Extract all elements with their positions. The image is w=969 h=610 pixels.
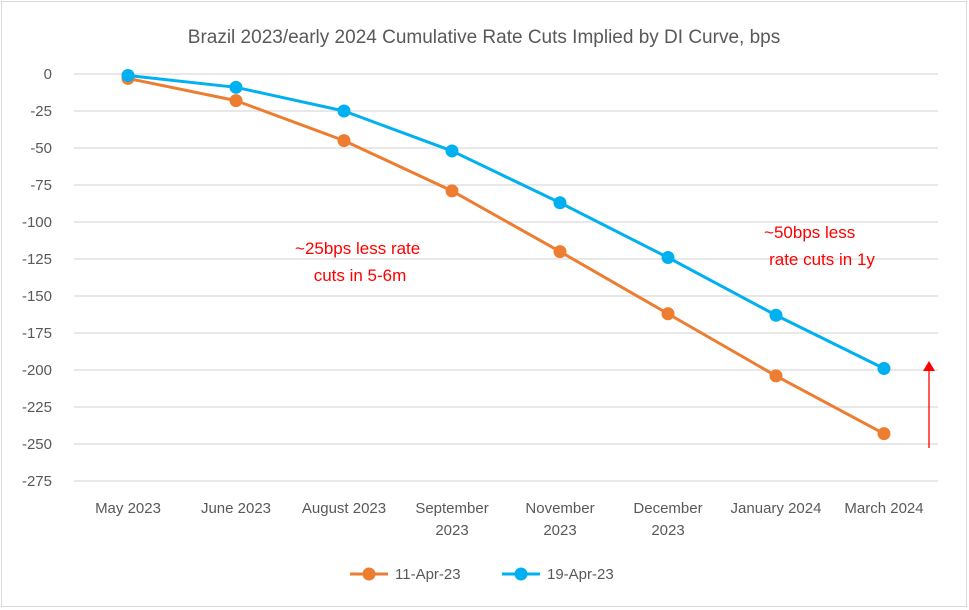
data-point bbox=[769, 308, 783, 322]
data-point bbox=[337, 104, 351, 118]
data-point bbox=[877, 427, 891, 441]
x-tick-label: December 2023 bbox=[633, 500, 702, 539]
legend: 11-Apr-23 19-Apr-23 bbox=[350, 566, 614, 583]
y-tick-label: -150 bbox=[22, 288, 52, 305]
legend-label: 19-Apr-23 bbox=[547, 566, 614, 583]
data-point bbox=[337, 134, 351, 148]
y-tick-label: -275 bbox=[22, 473, 52, 490]
y-tick-label: -25 bbox=[30, 103, 52, 120]
legend-marker bbox=[514, 567, 528, 581]
data-point bbox=[661, 307, 675, 321]
annotation-25bps: ~25bps less rate cuts in 5-6m bbox=[295, 239, 425, 285]
chart-title: Brazil 2023/early 2024 Cumulative Rate C… bbox=[188, 27, 780, 48]
y-tick-label: -250 bbox=[22, 436, 52, 453]
data-point bbox=[445, 184, 459, 198]
y-tick-label: -75 bbox=[30, 177, 52, 194]
data-point bbox=[877, 362, 891, 376]
data-point bbox=[661, 251, 675, 265]
x-tick-label: March 2024 bbox=[844, 500, 923, 517]
data-point bbox=[229, 80, 243, 94]
data-point bbox=[229, 94, 243, 108]
x-tick-label: August 2023 bbox=[302, 500, 386, 517]
x-tick-label: September 2023 bbox=[415, 500, 488, 539]
data-point bbox=[553, 245, 567, 259]
series-line-19-Apr-23 bbox=[127, 73, 885, 370]
y-tick-label: -200 bbox=[22, 362, 52, 379]
y-tick-label: -50 bbox=[30, 140, 52, 157]
y-tick-label: -100 bbox=[22, 214, 52, 231]
y-tick-label: 0 bbox=[44, 66, 52, 83]
y-tick-label: -125 bbox=[22, 251, 52, 268]
x-tick-label: January 2024 bbox=[731, 500, 822, 517]
x-tick-label: November 2023 bbox=[525, 500, 594, 539]
y-tick-label: -225 bbox=[22, 399, 52, 416]
legend-label: 11-Apr-23 bbox=[395, 566, 461, 583]
y-tick-label: -175 bbox=[22, 325, 52, 342]
legend-marker bbox=[362, 567, 376, 581]
series-line-11-Apr-23 bbox=[127, 76, 885, 435]
data-point bbox=[121, 68, 135, 82]
red-arrow bbox=[923, 361, 935, 448]
x-tick-label: May 2023 bbox=[95, 500, 161, 517]
annotation-50bps: ~50bps less rate cuts in 1y bbox=[764, 223, 875, 269]
data-point bbox=[769, 369, 783, 383]
x-tick-label: June 2023 bbox=[201, 500, 271, 517]
data-point bbox=[553, 196, 567, 210]
data-point bbox=[445, 144, 459, 158]
